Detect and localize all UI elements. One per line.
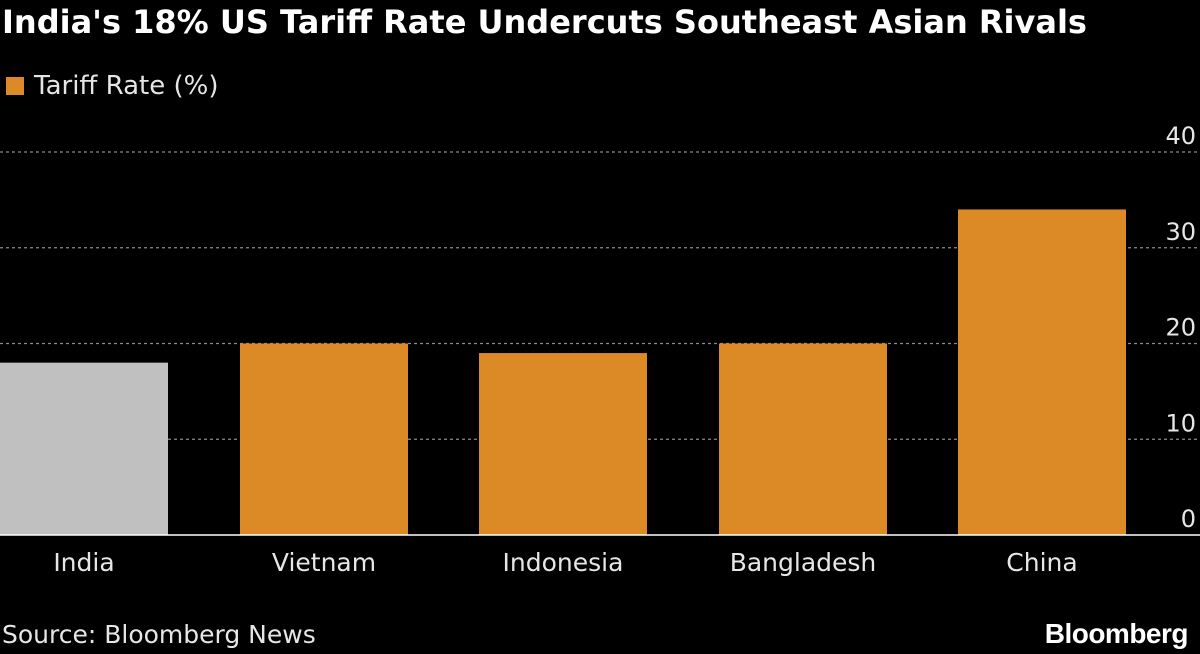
y-tick-label-10: 10 <box>1165 409 1196 437</box>
bloomberg-logo: Bloomberg <box>1044 618 1189 649</box>
legend: Tariff Rate (%) <box>6 70 218 102</box>
x-tick-label-china: China <box>1006 548 1077 577</box>
x-tick-label-bangladesh: Bangladesh <box>730 548 877 577</box>
y-tick-label-30: 30 <box>1165 218 1196 246</box>
bar-china <box>958 209 1126 535</box>
bar-india <box>0 362 168 535</box>
x-tick-label-indonesia: Indonesia <box>503 548 624 577</box>
bar-vietnam <box>240 343 408 535</box>
bar-indonesia <box>479 353 647 535</box>
source-note: Source: Bloomberg News <box>2 620 316 649</box>
x-tick-label-india: India <box>53 548 114 577</box>
y-tick-label-20: 20 <box>1165 314 1196 342</box>
y-tick-label-40: 40 <box>1165 122 1196 150</box>
chart-title: India's 18% US Tariff Rate Undercuts Sou… <box>2 3 1087 41</box>
legend-swatch <box>6 77 24 95</box>
y-tick-label-0: 0 <box>1181 505 1196 533</box>
x-tick-label-vietnam: Vietnam <box>272 548 376 577</box>
legend-label: Tariff Rate (%) <box>34 71 219 101</box>
bar-bangladesh <box>719 343 887 535</box>
